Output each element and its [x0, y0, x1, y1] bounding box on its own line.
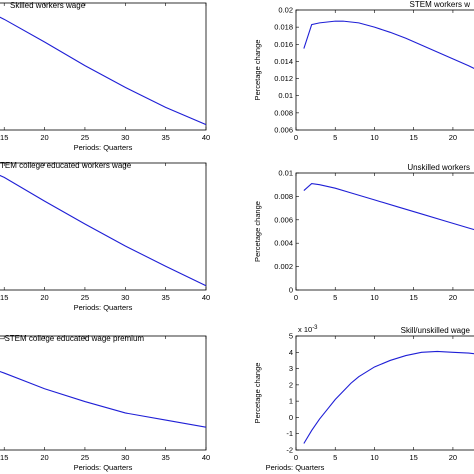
panel-4: 0 5 10 15 20 0 0.002 0.004 0.006 0.008 0.01 Unskill…: [253, 163, 474, 302]
y-tick-label: 0.002: [274, 262, 293, 271]
axes-frame: [295, 335, 474, 451]
y-tick-label: 5: [289, 332, 293, 341]
y-tick-label: 0.006: [274, 215, 293, 224]
x-tick-label: 15: [410, 293, 418, 302]
series-line-1: [0, 370, 206, 428]
y-tick-label: 2: [289, 380, 293, 389]
x-tick-label: 35: [161, 133, 169, 142]
x-tick-label: 40: [202, 293, 210, 302]
y-tick-label: -2: [286, 446, 293, 455]
y-tick-label: 0.006: [274, 126, 293, 135]
x-axis-label: Periods: Quarters: [266, 463, 325, 472]
panel-2: 0 5 10 15 20 0.006 0.008 0.01 0.012 0.014 0.016 0.0…: [253, 0, 474, 142]
y-axis-label: Percetage change: [253, 40, 262, 101]
panel-3: 15 20 25 30 35 40 TEM college educated workers…: [0, 161, 210, 312]
x-tick-label: 5: [333, 293, 337, 302]
axes-frame: [295, 172, 474, 291]
y-tick-label: 0: [289, 413, 293, 422]
x-tick-label: 10: [370, 453, 378, 462]
x-tick-label: 30: [121, 293, 129, 302]
y-axis-label: Percetage change: [253, 201, 262, 262]
x-tick-label: 15: [0, 293, 8, 302]
x-tick-label: 5: [333, 453, 337, 462]
panel-title: TEM college educated workers wage: [0, 161, 132, 170]
x-tick-label: 40: [202, 133, 210, 142]
y-tick-label: 0.01: [278, 169, 293, 178]
x-tick-label: 15: [410, 453, 418, 462]
y-tick-label: 3: [289, 364, 293, 373]
x-tick-label: 15: [0, 453, 8, 462]
x-tick-label: 10: [370, 293, 378, 302]
x-axis-label: Periods: Quarters: [74, 303, 133, 312]
series-line-1: [0, 174, 206, 287]
y-scale-label: x 10-3: [298, 325, 318, 334]
axes-frame: [295, 9, 474, 131]
axes-frame: [0, 162, 207, 291]
x-tick-label: 10: [370, 133, 378, 142]
x-tick-label: 15: [410, 133, 418, 142]
x-tick-label: 20: [40, 293, 48, 302]
x-tick-label: 35: [161, 453, 169, 462]
panel-title: –STEM college educated wage premium: [0, 334, 144, 343]
x-tick-label: 0: [294, 293, 298, 302]
x-tick-label: 20: [449, 133, 457, 142]
x-tick-label: 5: [333, 133, 337, 142]
y-tick-label: 0.012: [274, 74, 293, 83]
y-tick-label: 0.004: [274, 239, 293, 248]
panel-title: Skill/unskilled wage: [401, 326, 471, 335]
series-line-1: [0, 16, 206, 126]
x-tick-label: 20: [40, 133, 48, 142]
y-tick-label: 0.018: [274, 23, 293, 32]
panel-title: Skilled workers wage: [10, 1, 86, 10]
y-tick-label: 0: [289, 286, 293, 295]
y-tick-label: 0.014: [274, 57, 293, 66]
x-tick-label: 30: [121, 453, 129, 462]
x-tick-label: 15: [0, 133, 8, 142]
x-tick-label: 0: [294, 133, 298, 142]
series-line-1: [303, 182, 474, 231]
y-tick-label: 4: [289, 348, 293, 357]
x-tick-label: 25: [81, 133, 89, 142]
panel-5: 15 20 25 30 35 40 –STEM college educated wage …: [0, 334, 210, 472]
axes-frame: [0, 2, 207, 131]
x-axis-label: Periods: Quarters: [74, 143, 133, 152]
y-tick-label: 0.008: [274, 108, 293, 117]
series-line-1: [303, 350, 474, 444]
x-tick-label: 25: [81, 453, 89, 462]
x-tick-label: 40: [202, 453, 210, 462]
y-tick-label: 1: [289, 397, 293, 406]
y-tick-label: 0.008: [274, 192, 293, 201]
x-tick-label: 35: [161, 293, 169, 302]
x-tick-label: 0: [294, 453, 298, 462]
panel-title: STEM workers w: [410, 0, 471, 9]
y-tick-label: 0.02: [278, 6, 293, 15]
panel-title: Unskilled workers: [407, 163, 470, 172]
y-tick-label: 0.016: [274, 40, 293, 49]
x-tick-label: 25: [81, 293, 89, 302]
y-tick-label: -1: [286, 429, 293, 438]
series-line-1: [303, 20, 474, 69]
y-tick-label: 0.01: [278, 91, 293, 100]
x-tick-label: 20: [449, 293, 457, 302]
y-axis-label: Percetage change: [253, 363, 262, 424]
axes-frame: [0, 335, 207, 451]
x-axis-label: Periods: Quarters: [74, 463, 133, 472]
panel-6: 0 5 10 15 20 -2 -1 0 1 2 3 4 5 x 10-3 Skill/unskilled …: [253, 325, 474, 472]
x-tick-label: 30: [121, 133, 129, 142]
x-tick-label: 20: [40, 453, 48, 462]
panel-1: 15 20 25 30 35 40 Skilled workers wage Periods:…: [0, 1, 210, 152]
x-tick-label: 20: [449, 453, 457, 462]
